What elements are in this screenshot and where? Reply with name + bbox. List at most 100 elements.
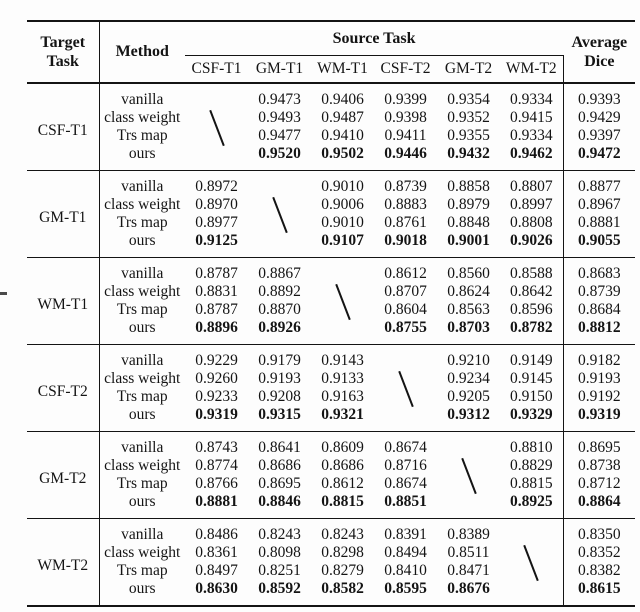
- average-dice-value: 0.8739: [562, 283, 636, 301]
- average-dice-value: 0.8615: [562, 580, 636, 606]
- dice-value: 0.8896: [195, 319, 238, 336]
- method-label: class weight: [104, 283, 181, 300]
- dice-value: 0.8674: [374, 431, 437, 457]
- dice-value: 0.9432: [447, 145, 490, 162]
- header-row-main: Target Task Method Source Task Average D…: [27, 21, 636, 84]
- table-row-csf-t1-ours: ours 0.9520 0.9502 0.9446 0.9432 0.9462 0.9472: [27, 145, 636, 171]
- dice-value: 0.9477: [258, 127, 301, 144]
- dice-value: 0.9234: [447, 370, 490, 387]
- dice-value: 0.8624: [447, 283, 490, 300]
- dice-value: 0.8361: [195, 544, 238, 561]
- dice-value: 0.9334: [509, 127, 553, 144]
- dice-value: 0.8251: [258, 562, 301, 579]
- method-label: class weight: [104, 544, 181, 561]
- dice-value: 0.8642: [509, 283, 553, 300]
- table-row-wm-t1-ours: ours 0.8896 0.8926 0.8755 0.8703 0.8782 0.8812: [27, 319, 636, 345]
- method-label: ours: [128, 406, 156, 423]
- dice-value: 0.9260: [195, 370, 238, 387]
- na-diagonal-cell: [185, 82, 248, 171]
- dice-value: 0.9493: [258, 109, 301, 126]
- average-dice-value: 0.9397: [562, 127, 636, 145]
- dice-value: 0.8925: [509, 493, 553, 510]
- dice-value: 0.8774: [195, 457, 238, 474]
- col-header-wm-t1: WM-T1: [311, 55, 374, 84]
- dice-value: 0.8471: [447, 562, 490, 579]
- method-label: class weight: [104, 457, 181, 474]
- average-dice-value: 0.8382: [562, 562, 636, 580]
- table-row-gm-t1-ours: ours 0.9125 0.9107 0.9018 0.9001 0.9026 0.9055: [27, 232, 636, 258]
- average-dice-value: 0.8712: [562, 475, 636, 493]
- backslash-mark: [271, 196, 288, 234]
- dice-value: 0.8815: [321, 493, 364, 510]
- dice-value: 0.8243: [311, 518, 374, 544]
- average-dice-value: 0.8684: [562, 301, 636, 319]
- dice-value: 0.9208: [258, 388, 301, 405]
- dice-value: 0.8716: [384, 457, 427, 474]
- table-row-csf-t1-Trs-map: Trs map 0.9477 0.9410 0.9411 0.9355 0.9334 0.9…: [27, 127, 636, 145]
- col-header-wm-t2: WM-T2: [500, 55, 564, 84]
- dice-value: 0.8807: [500, 170, 564, 196]
- dice-value: 0.8582: [321, 580, 364, 597]
- method-label: vanilla: [99, 518, 185, 544]
- dice-value: 0.9398: [384, 109, 427, 126]
- target-task-label: WM-T2: [27, 518, 100, 606]
- col-header-csf-t1: CSF-T1: [185, 55, 248, 84]
- dice-value: 0.8595: [384, 580, 427, 597]
- method-label: vanilla: [99, 257, 185, 283]
- target-task-line2: Task: [46, 53, 79, 70]
- average-dice-value: 0.8864: [562, 493, 636, 519]
- table-row-wm-t2-ours: ours 0.8630 0.8592 0.8582 0.8595 0.8676 0.8615: [27, 580, 636, 606]
- dice-value: 0.8787: [195, 301, 238, 318]
- dice-value: 0.9233: [195, 388, 238, 405]
- dice-value: 0.8743: [185, 431, 248, 457]
- dice-value: 0.8815: [509, 475, 553, 492]
- dice-value: 0.9355: [447, 127, 490, 144]
- backslash-mark: [460, 457, 477, 495]
- dice-value: 0.8848: [447, 214, 490, 231]
- average-dice-value: 0.8881: [562, 214, 636, 232]
- backslash-mark: [334, 283, 351, 321]
- table-row-gm-t2-class-weight: class weight 0.8774 0.8686 0.8686 0.8716 0.88…: [27, 457, 636, 475]
- dice-value: 0.8851: [384, 493, 427, 510]
- dice-value: 0.8926: [258, 319, 301, 336]
- dice-value: 0.9125: [195, 232, 238, 249]
- dice-value: 0.9143: [311, 344, 374, 370]
- na-diagonal-cell: [500, 518, 564, 606]
- average-dice-value: 0.8352: [562, 544, 636, 562]
- table-row-wm-t1-class-weight: class weight 0.8831 0.8892 0.8707 0.8624 0.86…: [27, 283, 636, 301]
- average-dice-value: 0.8812: [562, 319, 636, 345]
- dice-value: 0.8970: [195, 196, 238, 213]
- table-row-csf-t1-class-weight: class weight 0.9493 0.9487 0.9398 0.9352 0.94…: [27, 109, 636, 127]
- dice-value: 0.9410: [321, 127, 364, 144]
- target-task-label: WM-T1: [27, 257, 100, 345]
- table-row-gm-t2-Trs-map: Trs map 0.8766 0.8695 0.8612 0.8674 0.8815 0.8…: [27, 475, 636, 493]
- dice-value: 0.9179: [248, 344, 311, 370]
- method-label: ours: [128, 232, 156, 249]
- dice-value: 0.8870: [258, 301, 301, 318]
- col-header-average-dice: Average Dice: [563, 21, 636, 84]
- dice-value: 0.8563: [447, 301, 490, 318]
- dice-value: 0.9406: [311, 82, 374, 109]
- method-label: class weight: [104, 370, 181, 387]
- dice-value: 0.8098: [258, 544, 301, 561]
- dice-value: 0.9210: [437, 344, 500, 370]
- dice-value: 0.9229: [185, 344, 248, 370]
- dice-value: 0.8497: [195, 562, 238, 579]
- dice-value: 0.8695: [258, 475, 301, 492]
- dice-value: 0.8766: [195, 475, 238, 492]
- dice-value: 0.8972: [185, 170, 248, 196]
- average-dice-value: 0.8683: [562, 257, 636, 283]
- dice-value: 0.8279: [321, 562, 364, 579]
- table-row-wm-t2-vanilla: WM-T2 vanilla 0.8486 0.8243 0.8243 0.8391 0.83…: [27, 518, 636, 606]
- method-label: Trs map: [116, 301, 168, 318]
- method-label: Trs map: [116, 127, 168, 144]
- dice-value: 0.9446: [384, 145, 427, 162]
- dice-value: 0.8739: [374, 170, 437, 196]
- dice-value: 0.8831: [195, 283, 238, 300]
- dice-value: 0.8609: [311, 431, 374, 457]
- table-row-csf-t2-class-weight: class weight 0.9260 0.9193 0.9133 0.9234 0.91…: [27, 370, 636, 388]
- table-row-gm-t2-vanilla: GM-T2 vanilla 0.8743 0.8641 0.8609 0.8674 0.88…: [27, 431, 636, 519]
- average-dice-value: 0.9472: [562, 145, 636, 171]
- dice-value: 0.9149: [500, 344, 564, 370]
- table-body: CSF-T1 vanilla 0.9473 0.9406 0.9399 0.9354 0.9…: [27, 82, 636, 606]
